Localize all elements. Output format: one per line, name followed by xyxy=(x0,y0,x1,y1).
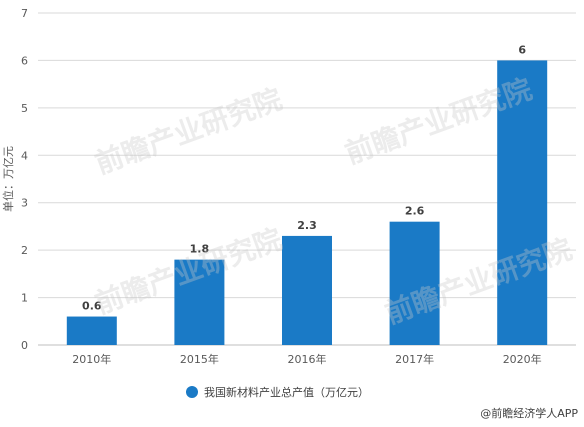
y-tick-label: 3 xyxy=(21,197,28,210)
data-label: 0.6 xyxy=(82,300,102,313)
x-tick-label: 2017年 xyxy=(395,352,434,366)
source-credit: @前瞻经济学人APP xyxy=(480,407,578,420)
bar xyxy=(66,316,117,345)
y-tick-label: 1 xyxy=(21,292,28,305)
x-tick-label: 2015年 xyxy=(180,352,219,366)
y-tick-label: 0 xyxy=(21,339,28,352)
x-tick-label: 2020年 xyxy=(503,352,542,366)
y-tick-label: 2 xyxy=(21,244,28,257)
data-label: 2.3 xyxy=(297,219,317,232)
bar xyxy=(174,259,225,345)
y-tick-label: 7 xyxy=(21,7,28,20)
y-tick-label: 5 xyxy=(21,102,28,115)
data-label: 2.6 xyxy=(405,205,425,218)
y-tick-label: 4 xyxy=(21,149,28,162)
legend-marker xyxy=(186,386,198,398)
x-tick-label: 2010年 xyxy=(72,352,111,366)
legend: 我国新材料产业总产值（万亿元） xyxy=(186,384,369,400)
bar xyxy=(497,60,548,346)
data-label: 1.8 xyxy=(190,243,210,256)
data-label: 6 xyxy=(518,43,526,56)
y-axis-label: 单位：万亿元 xyxy=(1,146,15,212)
bar xyxy=(282,235,332,345)
legend-label: 我国新材料产业总产值（万亿元） xyxy=(204,386,369,399)
x-tick-label: 2016年 xyxy=(288,352,327,366)
bar xyxy=(389,221,440,345)
y-tick-label: 6 xyxy=(21,54,28,67)
